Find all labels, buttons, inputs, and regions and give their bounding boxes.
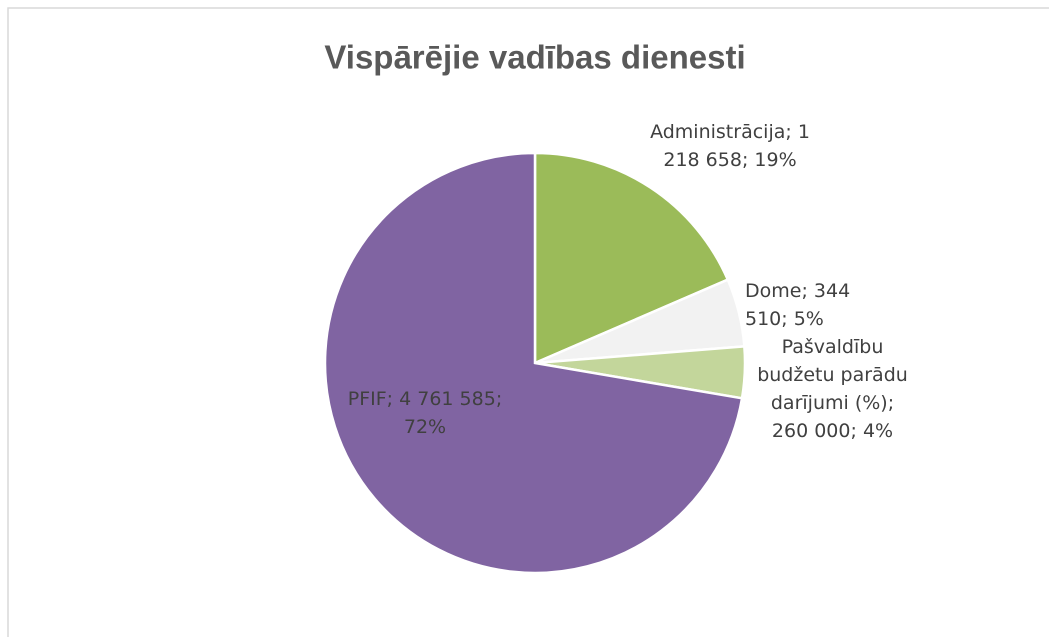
data-label: Administrācija; 1 218 658; 19% [640, 118, 820, 174]
data-label: Pašvaldību budžetu parādu darījumi (%); … [755, 333, 910, 445]
label-value: 260 000 [771, 420, 851, 442]
label-separator: ; [887, 392, 895, 414]
label-percent: 72% [403, 416, 447, 438]
label-percent: 19% [754, 149, 797, 171]
label-category: Pašvaldību budžetu parādu darījumi (%) [757, 336, 908, 414]
data-label: Dome; 344 510; 5% [745, 277, 895, 333]
label-separator: ; [495, 388, 503, 410]
label-separator: ; [386, 388, 400, 410]
label-separator: ; [801, 280, 814, 302]
chart-title: Vispārējie vadības dienesti [324, 39, 745, 76]
data-label: PFIF; 4 761 585; 72% [325, 385, 525, 441]
label-value: 4 761 585 [399, 388, 496, 410]
pie-slice [323, 151, 744, 575]
label-separator: ; [785, 121, 798, 143]
label-category: PFIF [347, 388, 387, 410]
label-separator: ; [850, 420, 863, 442]
label-percent: 5% [793, 308, 824, 330]
label-percent: 4% [862, 420, 894, 442]
label-value: 344 510 [745, 280, 851, 330]
label-separator: ; [741, 149, 755, 171]
label-separator: ; [781, 308, 794, 330]
label-category: Dome [745, 280, 802, 302]
label-category: Administrācija [650, 121, 786, 143]
label-value: 1 218 658 [663, 121, 810, 171]
pie-slice [533, 151, 730, 365]
